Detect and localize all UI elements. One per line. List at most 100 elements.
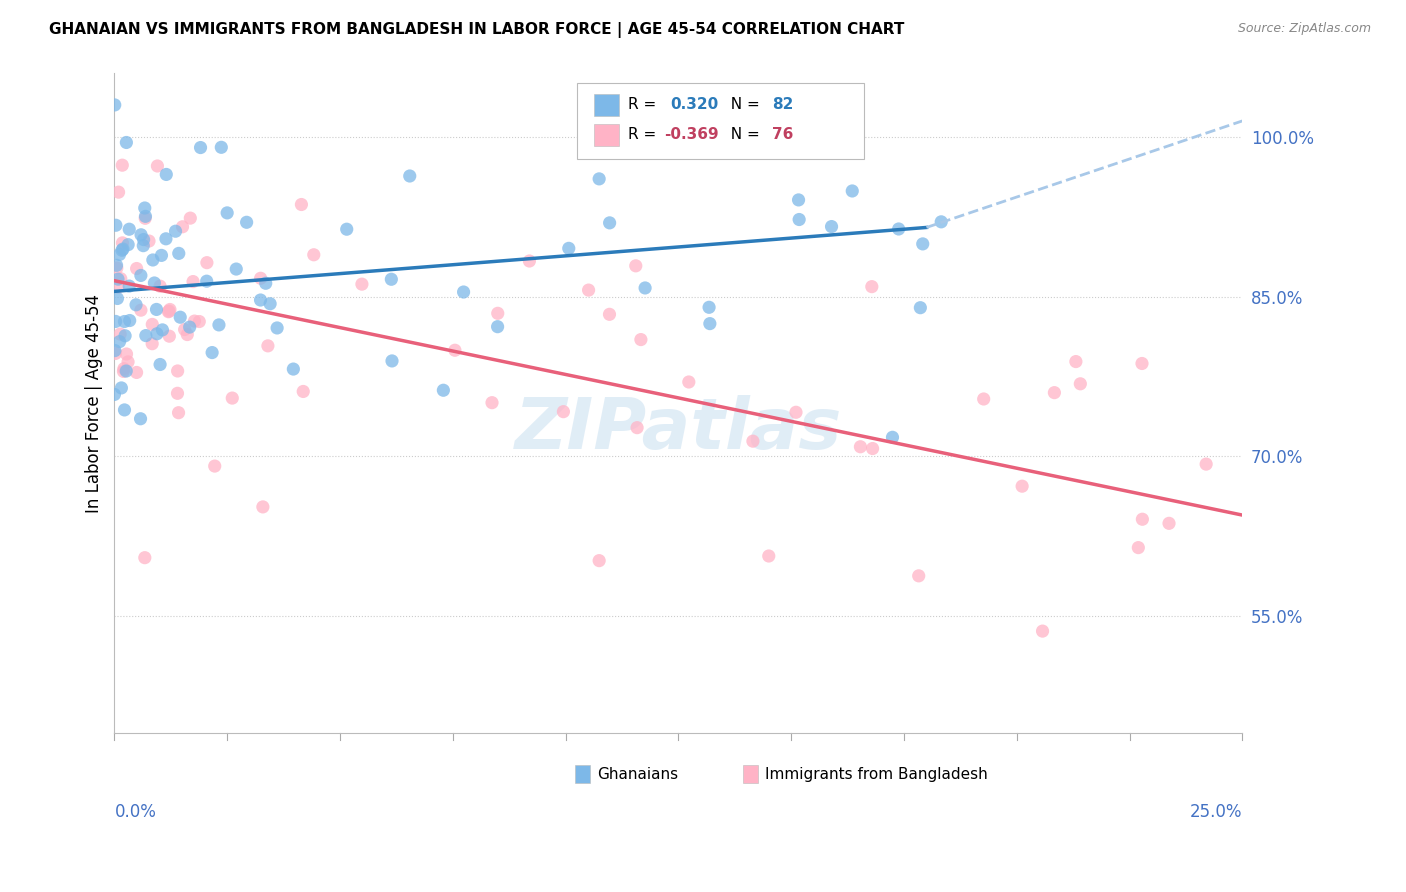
Point bbox=[350, 277, 373, 292]
Text: N =: N = bbox=[721, 97, 765, 112]
Point bbox=[166, 386, 188, 401]
Point bbox=[1011, 479, 1033, 493]
Point bbox=[1031, 624, 1053, 639]
Point bbox=[444, 343, 467, 358]
Point bbox=[201, 345, 224, 359]
Point bbox=[176, 327, 198, 342]
FancyBboxPatch shape bbox=[593, 124, 619, 145]
Text: GHANAIAN VS IMMIGRANTS FROM BANGLADESH IN LABOR FORCE | AGE 45-54 CORRELATION CH: GHANAIAN VS IMMIGRANTS FROM BANGLADESH I… bbox=[49, 22, 904, 38]
Text: N =: N = bbox=[721, 127, 765, 142]
Point bbox=[290, 197, 312, 211]
Point bbox=[166, 364, 188, 378]
Point bbox=[697, 301, 720, 315]
Point bbox=[107, 292, 129, 306]
Point bbox=[195, 274, 218, 288]
Point bbox=[181, 275, 204, 289]
Point bbox=[129, 303, 152, 318]
Point bbox=[188, 314, 211, 328]
Point bbox=[111, 242, 134, 256]
Point bbox=[108, 327, 131, 342]
Point bbox=[626, 420, 648, 434]
Point bbox=[1043, 385, 1066, 400]
Point bbox=[820, 219, 842, 234]
Point bbox=[118, 313, 141, 327]
Point bbox=[146, 326, 169, 341]
Point bbox=[104, 98, 127, 112]
Point bbox=[252, 500, 274, 514]
Point bbox=[142, 252, 165, 267]
Point bbox=[1195, 457, 1218, 471]
Point bbox=[598, 307, 620, 321]
Point bbox=[134, 201, 156, 215]
Point bbox=[104, 343, 127, 358]
Point bbox=[152, 323, 174, 337]
Point bbox=[173, 322, 195, 336]
Point bbox=[134, 211, 156, 226]
Point bbox=[145, 302, 167, 317]
Text: 82: 82 bbox=[772, 97, 793, 112]
Point bbox=[742, 434, 765, 449]
Point bbox=[155, 168, 177, 182]
Point bbox=[132, 238, 155, 252]
Point bbox=[108, 334, 131, 349]
Point bbox=[486, 319, 509, 334]
Text: R =: R = bbox=[627, 97, 665, 112]
Point bbox=[108, 247, 131, 261]
Point bbox=[134, 210, 156, 224]
Point bbox=[105, 261, 128, 276]
Point bbox=[179, 211, 201, 226]
Point bbox=[208, 318, 231, 332]
Point bbox=[117, 355, 139, 369]
Point bbox=[134, 550, 156, 565]
FancyBboxPatch shape bbox=[593, 95, 619, 116]
Point bbox=[146, 159, 169, 173]
Point bbox=[887, 222, 910, 236]
Point bbox=[157, 304, 180, 318]
Point bbox=[190, 140, 212, 154]
Text: 0.320: 0.320 bbox=[671, 97, 718, 112]
Point bbox=[486, 306, 509, 320]
Text: 76: 76 bbox=[772, 127, 793, 142]
Point bbox=[118, 222, 141, 236]
Point bbox=[104, 314, 127, 328]
Point bbox=[167, 406, 190, 420]
Point bbox=[111, 158, 134, 172]
Point bbox=[910, 301, 932, 315]
Point bbox=[911, 236, 934, 251]
Point bbox=[112, 361, 135, 376]
Point bbox=[398, 169, 420, 183]
Point bbox=[821, 123, 844, 137]
Point bbox=[1069, 376, 1091, 391]
Point bbox=[138, 234, 160, 248]
Point bbox=[129, 411, 152, 425]
Point bbox=[107, 272, 129, 286]
Point bbox=[183, 314, 205, 328]
Text: ZIPatlas: ZIPatlas bbox=[515, 395, 842, 464]
Point bbox=[973, 392, 995, 406]
Point bbox=[114, 403, 136, 417]
Point bbox=[1130, 356, 1153, 370]
Point bbox=[907, 569, 929, 583]
Y-axis label: In Labor Force | Age 45-54: In Labor Force | Age 45-54 bbox=[86, 293, 103, 513]
Point bbox=[117, 237, 139, 252]
Point bbox=[235, 215, 257, 229]
Text: 0.0%: 0.0% bbox=[114, 803, 156, 821]
Point bbox=[630, 333, 652, 347]
Point bbox=[634, 281, 657, 295]
Point bbox=[125, 366, 148, 380]
Point bbox=[249, 293, 271, 307]
Point bbox=[172, 219, 194, 234]
Point bbox=[302, 248, 325, 262]
Point bbox=[129, 268, 152, 283]
Point bbox=[112, 364, 135, 378]
Point bbox=[195, 255, 218, 269]
Point bbox=[882, 430, 904, 444]
Text: Immigrants from Bangladesh: Immigrants from Bangladesh bbox=[765, 767, 988, 782]
Point bbox=[209, 140, 232, 154]
Point bbox=[841, 184, 863, 198]
Point bbox=[758, 549, 780, 563]
Point bbox=[125, 261, 148, 276]
Point bbox=[578, 283, 600, 297]
Point bbox=[519, 254, 541, 268]
Point bbox=[110, 271, 132, 285]
